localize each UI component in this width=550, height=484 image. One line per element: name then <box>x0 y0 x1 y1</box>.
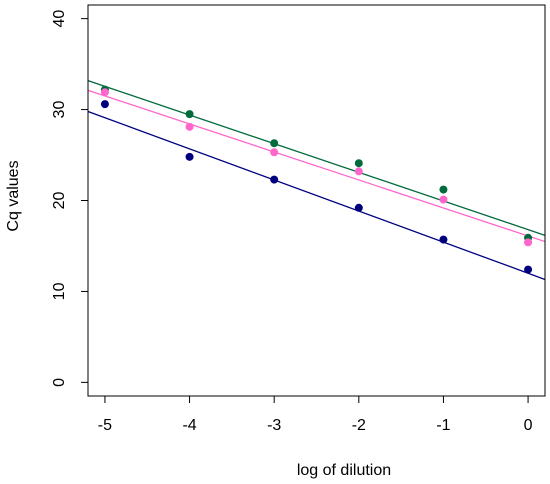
fit-line-series-2 <box>87 89 546 243</box>
data-point-series-2 <box>439 195 448 204</box>
fit-line-series-3 <box>87 110 546 281</box>
plot-frame <box>87 4 546 397</box>
x-axis-title: log of dilution <box>297 462 391 479</box>
data-point-series-1 <box>270 139 279 148</box>
data-point-series-2 <box>185 122 194 131</box>
data-point-series-3 <box>439 235 448 244</box>
data-point-series-2 <box>100 88 109 97</box>
y-tick-label: 10 <box>51 282 68 300</box>
data-point-series-2 <box>524 238 533 247</box>
x-tick-label: -1 <box>436 417 450 434</box>
fit-line-series-1 <box>87 80 546 236</box>
data-point-series-2 <box>354 167 363 176</box>
data-points <box>100 85 533 274</box>
data-point-series-2 <box>270 148 279 157</box>
data-point-series-1 <box>354 159 363 168</box>
x-axis: -5 -4 -3 -2 -1 0 <box>98 395 533 434</box>
x-tick-label: -4 <box>182 417 196 434</box>
y-tick-label: 0 <box>51 378 68 387</box>
fit-lines <box>87 80 546 281</box>
x-tick-label: -5 <box>98 417 112 434</box>
y-tick-label: 20 <box>51 192 68 210</box>
y-axis-title: Cq values <box>5 160 22 231</box>
x-tick-label: -2 <box>352 417 366 434</box>
y-axis: 0 10 20 30 40 <box>51 10 89 387</box>
x-tick-label: -3 <box>267 417 281 434</box>
data-point-series-3 <box>354 203 363 212</box>
data-point-series-3 <box>185 152 194 161</box>
y-tick-label: 30 <box>51 101 68 119</box>
data-point-series-1 <box>185 110 194 119</box>
data-point-series-3 <box>100 100 109 109</box>
y-tick-label: 40 <box>51 10 68 28</box>
data-point-series-3 <box>270 175 279 184</box>
x-tick-label: 0 <box>524 417 533 434</box>
data-point-series-1 <box>439 185 448 194</box>
data-point-series-3 <box>524 265 533 274</box>
